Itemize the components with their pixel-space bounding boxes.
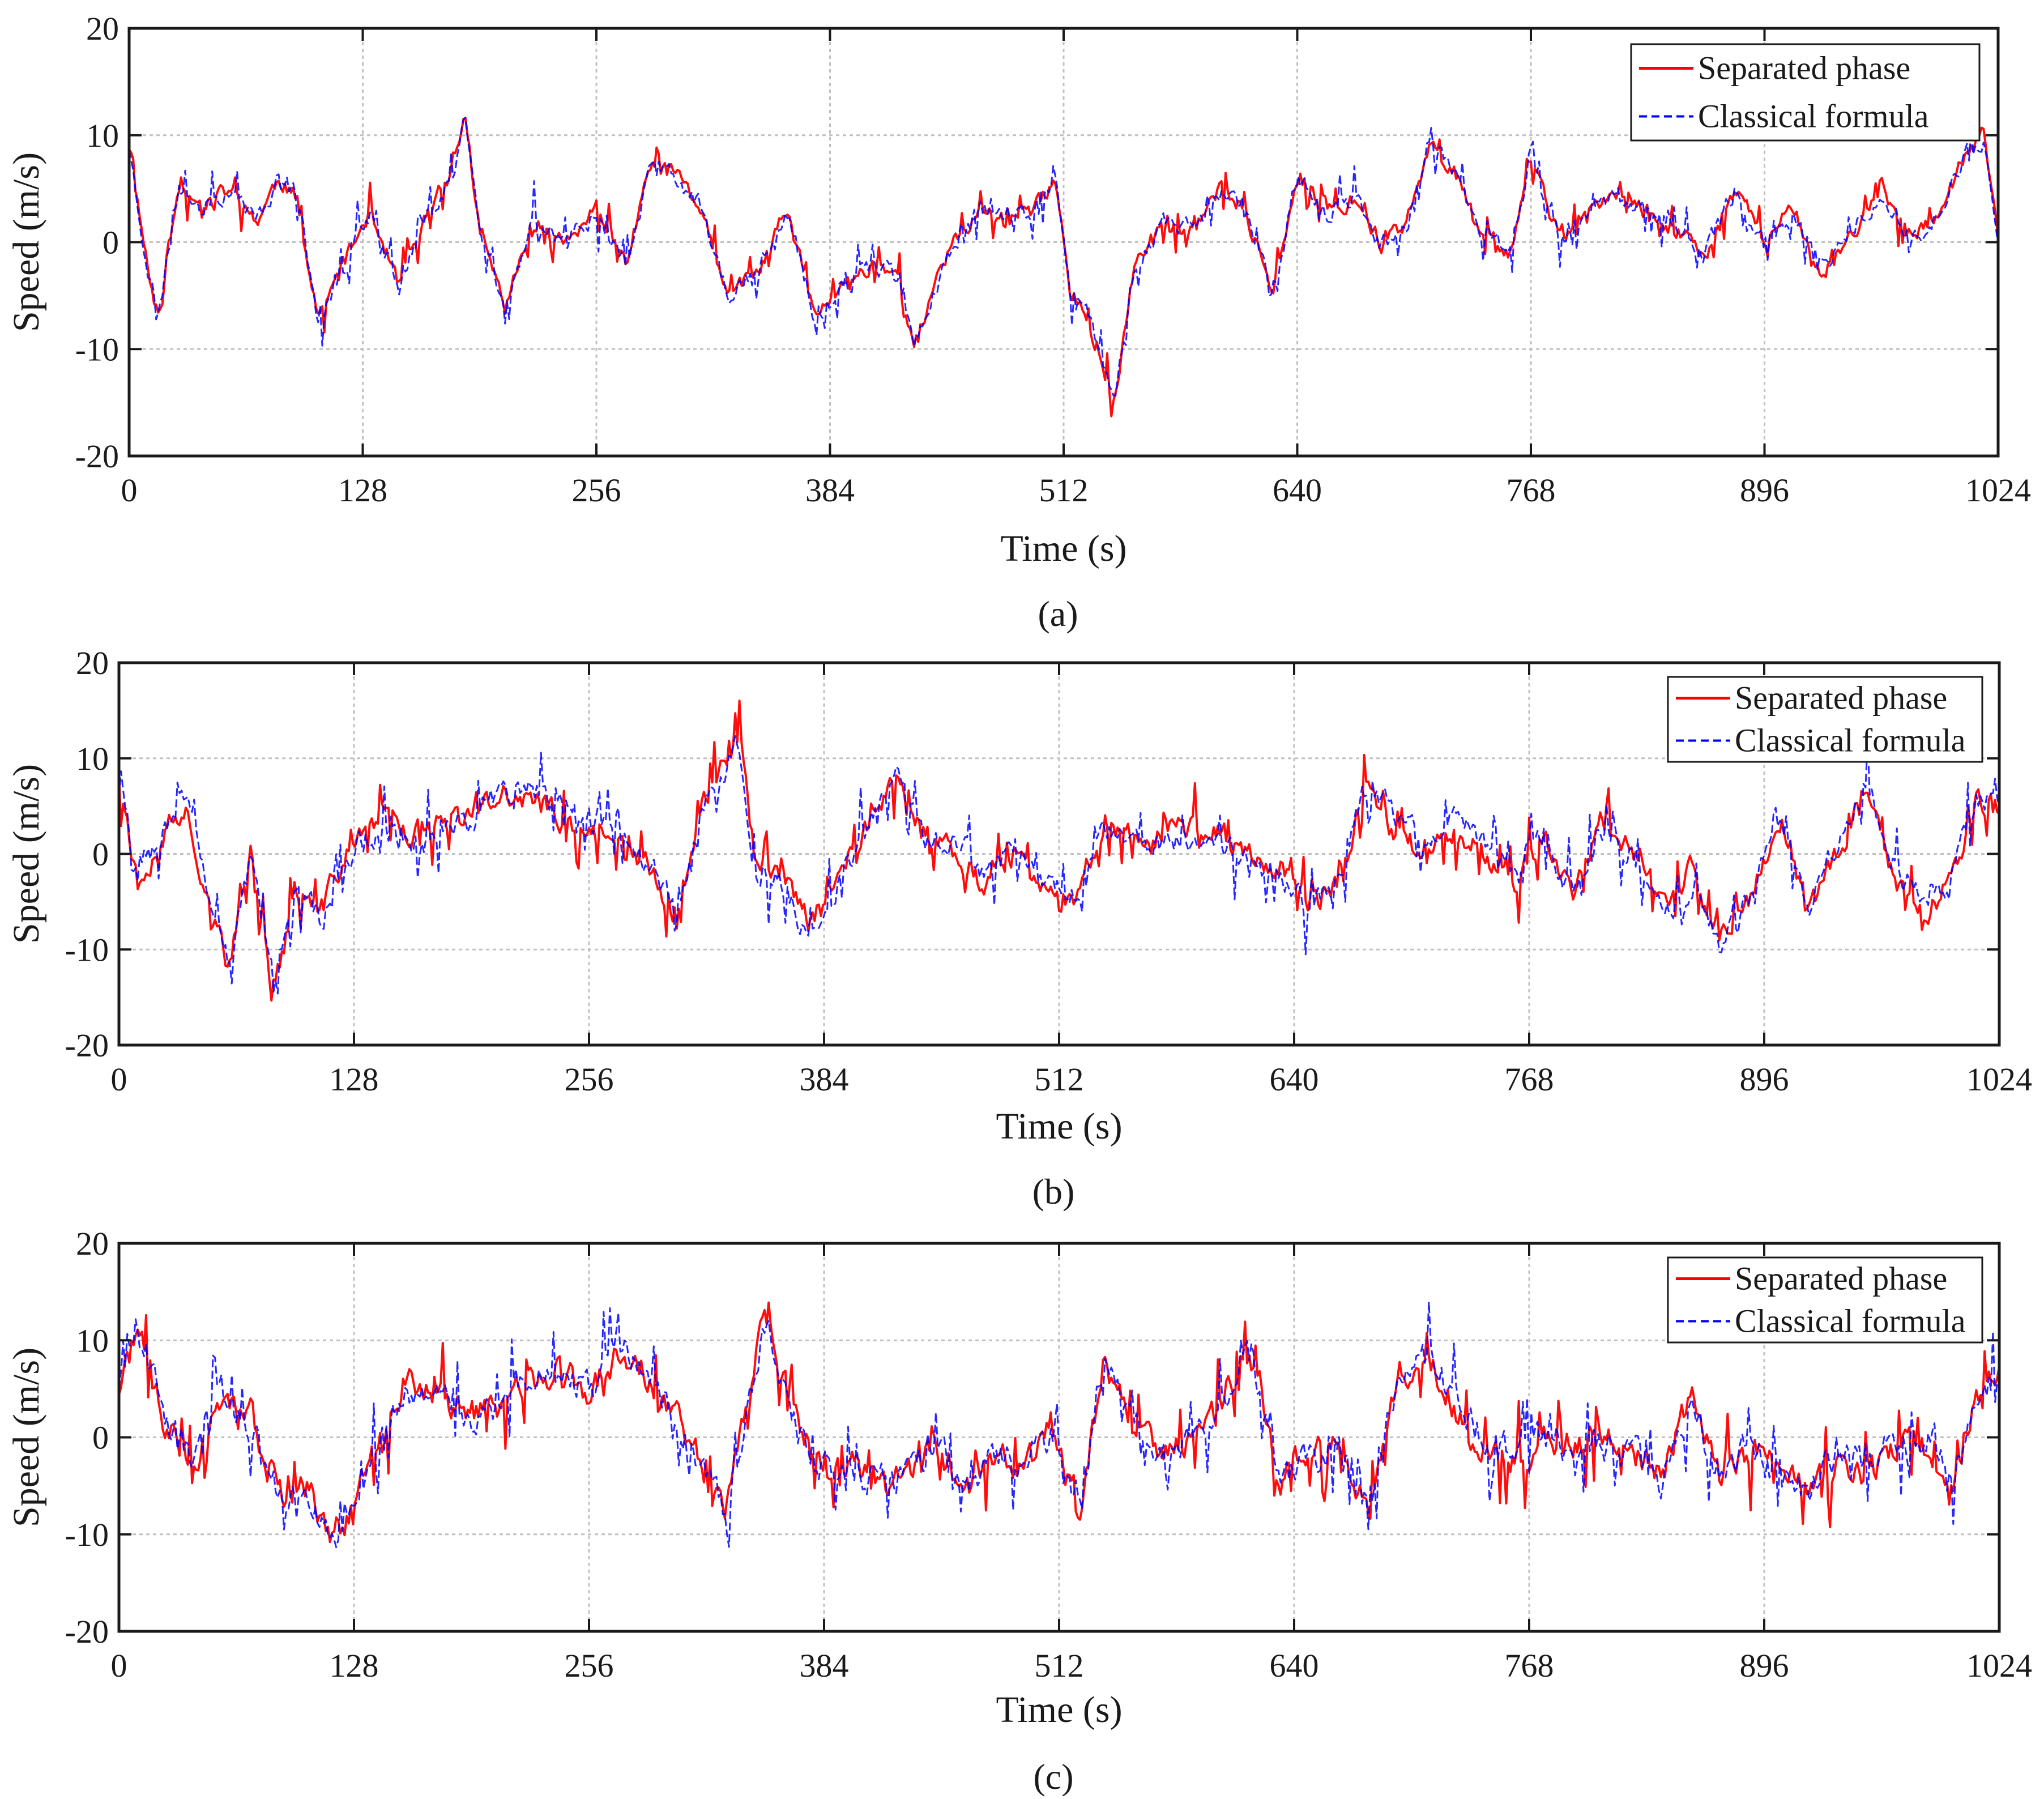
legend-box <box>1667 676 1983 763</box>
x-tick-label: 640 <box>1270 1061 1319 1098</box>
legend-label-classical: Classical formula <box>1735 1303 1966 1340</box>
y-tick-label: -10 <box>75 331 119 368</box>
x-tick-label: 1024 <box>1966 1061 2032 1098</box>
y-tick-label: 20 <box>76 645 109 681</box>
y-tick-label: 20 <box>86 10 119 47</box>
legend-label-separated: Separated phase <box>1735 680 1947 717</box>
x-tick-label: 128 <box>330 1647 379 1684</box>
x-tick-label: 896 <box>1740 1647 1789 1684</box>
y-tick-label: 10 <box>86 117 119 154</box>
x-tick-label: 768 <box>1505 1061 1554 1098</box>
x-tick-label: 128 <box>338 472 387 509</box>
series-classical-formula <box>119 1301 1999 1549</box>
y-tick-label: 0 <box>103 224 119 261</box>
x-tick-label: 640 <box>1273 472 1322 509</box>
x-tick-label: 1024 <box>1966 1647 2032 1684</box>
y-tick-label: 10 <box>76 740 109 777</box>
x-tick-label: 896 <box>1740 472 1789 509</box>
series-separated-phase <box>119 700 1999 1002</box>
legend-label-separated: Separated phase <box>1698 50 1910 87</box>
y-tick-label: -20 <box>65 1027 109 1064</box>
y-tick-label: -20 <box>65 1613 109 1650</box>
legend: Separated phase Classical formula <box>1667 1256 1983 1344</box>
x-tick-label: 512 <box>1035 1061 1084 1098</box>
y-tick-label: 10 <box>76 1322 109 1359</box>
x-tick-label: 0 <box>111 1647 127 1684</box>
legend-label-classical: Classical formula <box>1735 722 1966 759</box>
x-tick-label: 256 <box>565 1647 614 1684</box>
series-classical-formula <box>129 116 1998 397</box>
legend-box <box>1630 43 1981 142</box>
x-tick-label: 512 <box>1039 472 1089 509</box>
series-classical-formula <box>119 735 1999 995</box>
x-tick-label: 768 <box>1505 1647 1554 1684</box>
legend-label-separated: Separated phase <box>1735 1260 1947 1297</box>
x-tick-label: 256 <box>565 1061 614 1098</box>
x-tick-label: 1024 <box>1965 472 2031 509</box>
x-axis-label: Time (s) <box>996 1689 1122 1730</box>
panel-label: (c) <box>1033 1757 1073 1797</box>
x-tick-label: 0 <box>121 472 138 509</box>
x-tick-label: 512 <box>1035 1647 1084 1684</box>
chart-panel-3: 0 128 256 384 512 640 768 896 1024 -20 -10 0 10 20 Tim… <box>6 1225 2032 1797</box>
x-tick-label: 640 <box>1270 1647 1319 1684</box>
y-tick-label: -10 <box>65 1516 109 1553</box>
panel-label: (a) <box>1038 594 1078 634</box>
x-tick-label: 384 <box>800 1647 849 1684</box>
x-tick-label: 768 <box>1507 472 1556 509</box>
y-tick-label: -20 <box>75 438 119 475</box>
chart-panel-1: 0 128 256 384 512 640 768 896 1024 -20 -10 0 10 20 Tim… <box>6 10 2031 634</box>
x-tick-label: 896 <box>1740 1061 1789 1098</box>
y-tick-label: -10 <box>65 931 109 968</box>
x-axis-label: Time (s) <box>996 1106 1122 1147</box>
x-tick-label: 128 <box>330 1061 379 1098</box>
x-tick-label: 384 <box>800 1061 849 1098</box>
x-tick-label: 0 <box>111 1061 127 1098</box>
legend-label-classical: Classical formula <box>1698 98 1929 135</box>
x-tick-label: 256 <box>572 472 621 509</box>
x-axis-label: Time (s) <box>1000 528 1126 569</box>
legend: Separated phase Classical formula <box>1630 43 1981 142</box>
y-tick-label: 0 <box>92 836 109 873</box>
chart-panel-2: 0 128 256 384 512 640 768 896 1024 -20 -10 0 10 20 Tim… <box>6 645 2032 1212</box>
y-tick-label: 0 <box>92 1419 109 1456</box>
y-axis-label: Speed (m/s) <box>6 764 47 944</box>
y-axis-label: Speed (m/s) <box>6 152 47 332</box>
y-axis-label: Speed (m/s) <box>6 1348 47 1527</box>
legend-box <box>1667 1256 1983 1344</box>
y-tick-label: 20 <box>76 1225 109 1262</box>
panel-label: (b) <box>1032 1171 1075 1212</box>
legend: Separated phase Classical formula <box>1667 676 1983 763</box>
x-tick-label: 384 <box>805 472 855 509</box>
